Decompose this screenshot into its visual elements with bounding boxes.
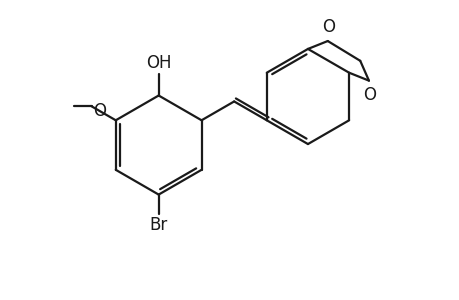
- Text: Br: Br: [149, 216, 168, 234]
- Text: OH: OH: [146, 54, 171, 72]
- Text: O: O: [322, 18, 335, 36]
- Text: O: O: [93, 102, 106, 120]
- Text: O: O: [363, 85, 375, 103]
